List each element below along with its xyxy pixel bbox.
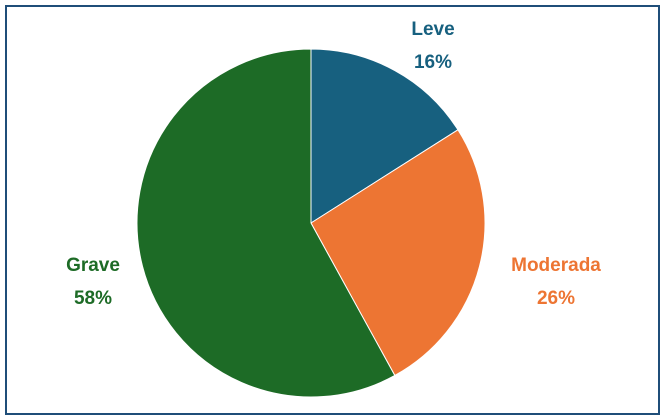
slice-label-grave: Grave xyxy=(66,255,120,276)
slice-value-grave: 58% xyxy=(74,288,112,309)
slice-label-leve: Leve xyxy=(411,19,454,40)
pie-slice-leve xyxy=(310,48,459,224)
slice-value-moderada: 26% xyxy=(537,288,575,309)
slice-value-leve: 16% xyxy=(414,52,452,73)
pie-slice-grave xyxy=(136,48,396,398)
pie-slice-moderada xyxy=(310,129,486,377)
pie-slices xyxy=(136,48,486,398)
slice-label-moderada: Moderada xyxy=(511,255,601,276)
pie-labels: Leve 16% Moderada 26% Grave 58% xyxy=(66,19,601,309)
pie-chart: Leve 16% Moderada 26% Grave 58% xyxy=(66,19,601,398)
